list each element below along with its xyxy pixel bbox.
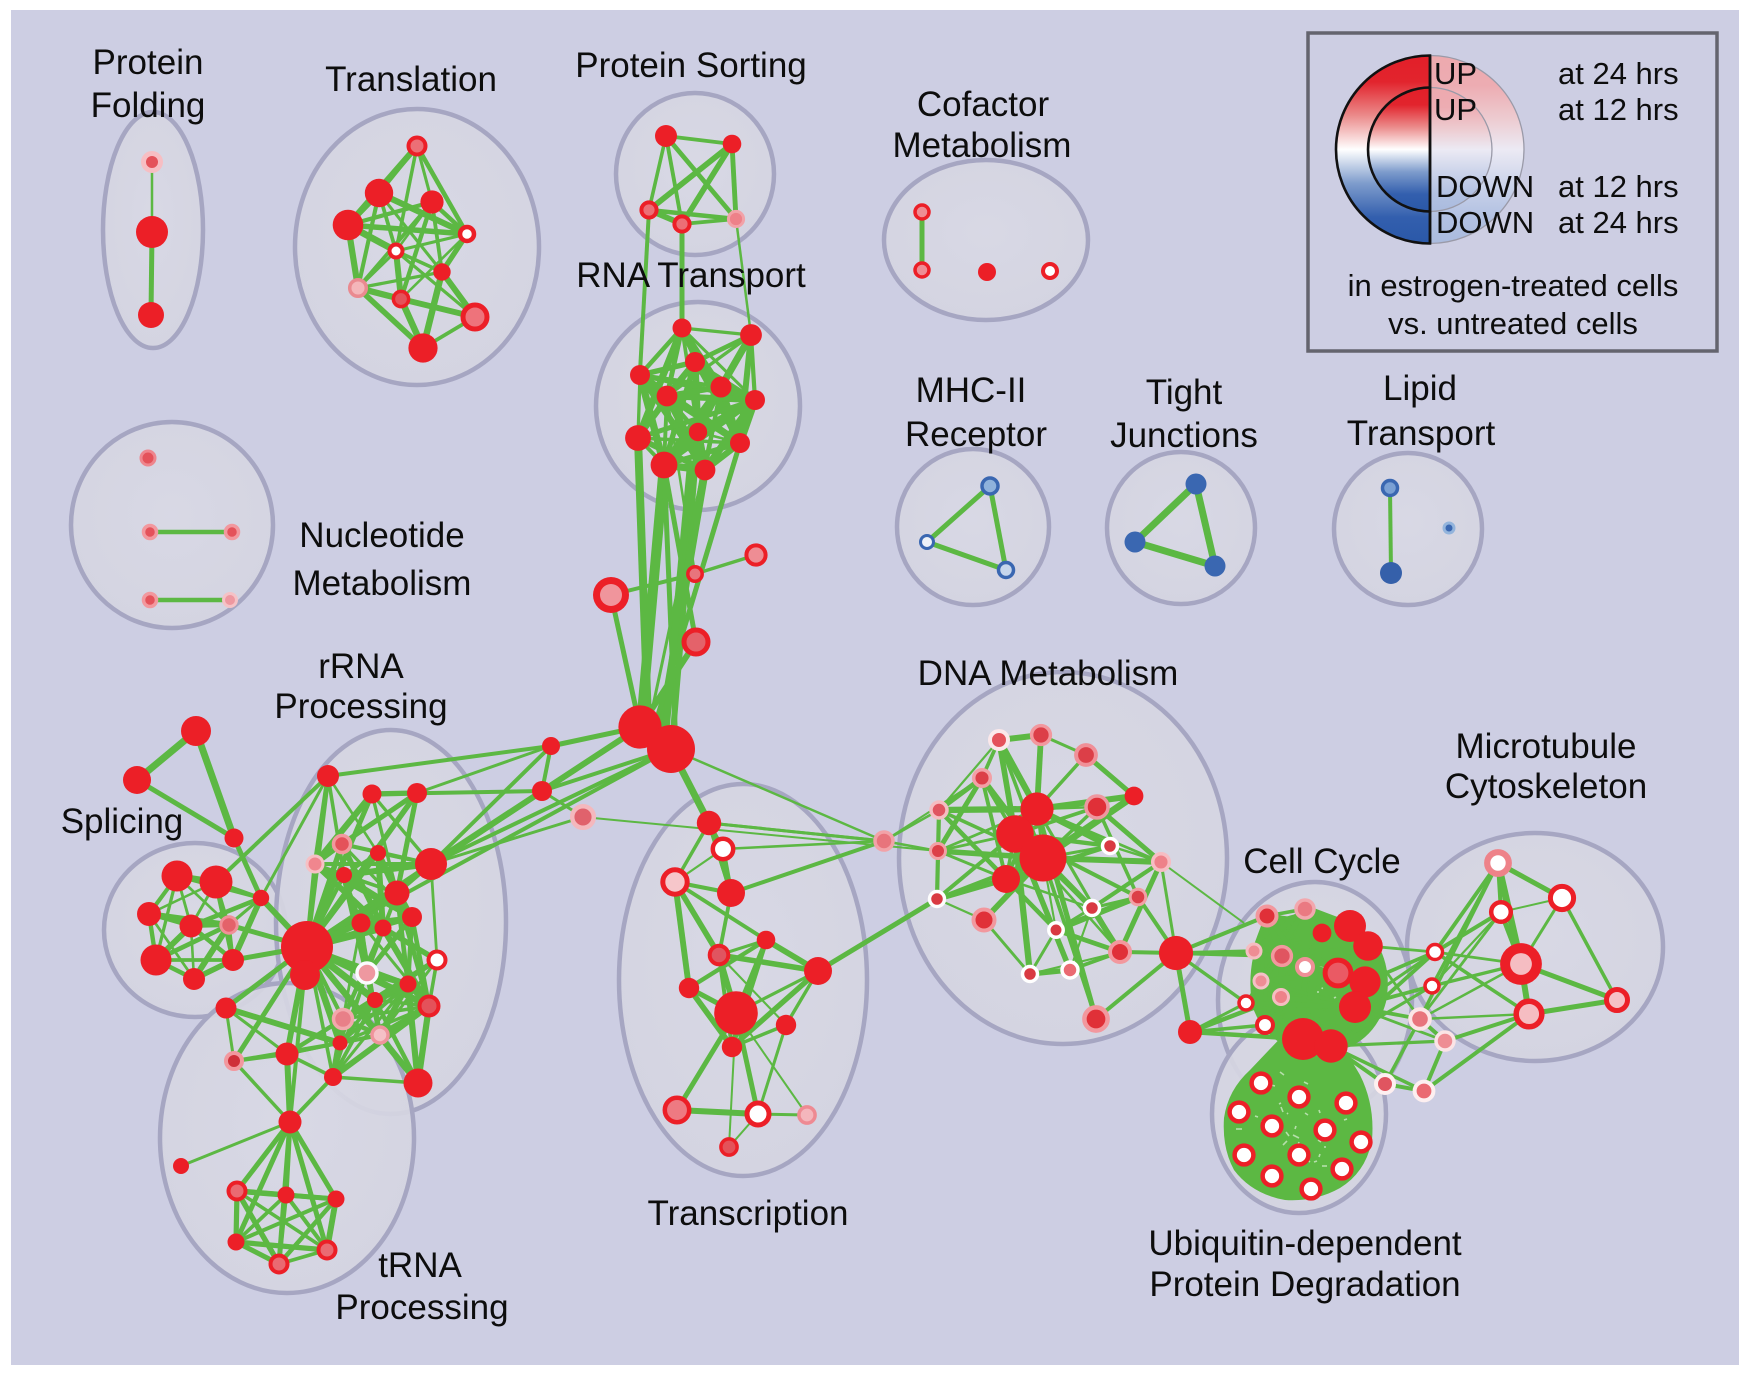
svg-text:Receptor: Receptor [905, 415, 1047, 454]
svg-text:Transcription: Transcription [648, 1194, 849, 1233]
svg-text:at 24 hrs: at 24 hrs [1558, 205, 1679, 240]
svg-text:DOWN: DOWN [1436, 205, 1534, 240]
svg-text:tRNA: tRNA [378, 1246, 462, 1285]
svg-text:at 24 hrs: at 24 hrs [1558, 56, 1679, 91]
svg-text:MHC-II: MHC-II [916, 371, 1027, 410]
svg-text:UP: UP [1434, 92, 1477, 127]
svg-text:Cofactor: Cofactor [917, 85, 1050, 124]
svg-text:Cell Cycle: Cell Cycle [1243, 842, 1401, 881]
svg-text:at 12 hrs: at 12 hrs [1558, 92, 1679, 127]
svg-text:Processing: Processing [335, 1288, 508, 1327]
svg-text:in estrogen-treated cells: in estrogen-treated cells [1348, 268, 1679, 303]
svg-text:UP: UP [1434, 56, 1477, 91]
svg-text:Splicing: Splicing [61, 802, 184, 841]
svg-text:Processing: Processing [274, 687, 447, 726]
svg-text:Metabolism: Metabolism [893, 126, 1072, 165]
svg-text:DOWN: DOWN [1436, 169, 1534, 204]
svg-text:vs. untreated cells: vs. untreated cells [1388, 306, 1638, 341]
svg-text:RNA Transport: RNA Transport [576, 256, 806, 295]
svg-text:Cytoskeleton: Cytoskeleton [1445, 767, 1647, 806]
svg-text:Transport: Transport [1347, 414, 1496, 453]
svg-text:DNA Metabolism: DNA Metabolism [918, 654, 1179, 693]
svg-text:Translation: Translation [325, 60, 497, 99]
svg-text:Protein Degradation: Protein Degradation [1149, 1265, 1460, 1304]
svg-text:Junctions: Junctions [1110, 416, 1258, 455]
svg-text:Protein: Protein [93, 43, 204, 82]
svg-text:Lipid: Lipid [1383, 369, 1457, 408]
svg-text:Tight: Tight [1146, 373, 1223, 412]
svg-text:Microtubule: Microtubule [1456, 727, 1637, 766]
svg-text:Nucleotide: Nucleotide [299, 516, 464, 555]
svg-text:Folding: Folding [91, 86, 206, 125]
svg-text:at 12 hrs: at 12 hrs [1558, 169, 1679, 204]
svg-text:Metabolism: Metabolism [293, 564, 472, 603]
svg-text:Protein Sorting: Protein Sorting [575, 46, 807, 85]
svg-text:Ubiquitin-dependent: Ubiquitin-dependent [1148, 1224, 1462, 1263]
svg-text:rRNA: rRNA [318, 647, 404, 686]
